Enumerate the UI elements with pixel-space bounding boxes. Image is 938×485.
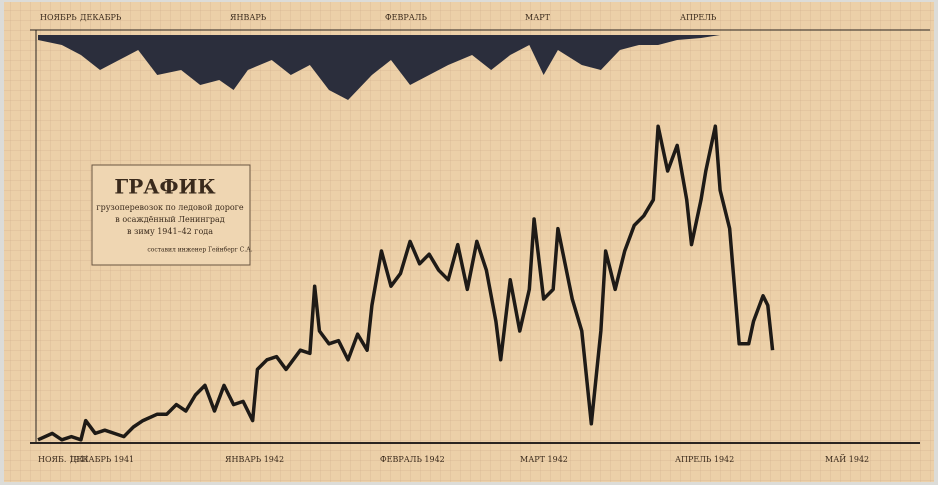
month-label: НОЯБ. 1941 — [38, 455, 89, 464]
month-label: ЯНВАРЬ 1942 — [225, 455, 284, 464]
title: ГРАФИК — [114, 175, 215, 199]
cargo-line — [37, 124, 775, 442]
title-box — [91, 164, 251, 266]
month-label: МАРТ — [525, 13, 551, 22]
month-label: ДЕКАБРЬ — [80, 13, 122, 22]
month-label: ФЕВРАЛЬ 1942 — [380, 455, 445, 464]
subtitle: в осаждённый Ленинград — [115, 215, 225, 224]
month-label: ЯНВАРЬ — [230, 13, 267, 22]
month-label: ДЕКАБРЬ 1941 — [70, 455, 134, 464]
subtitle: в зиму 1941–42 года — [127, 227, 213, 236]
author: составил инженер Гейнберг С.А. — [147, 247, 252, 254]
month-label: НОЯБРЬ — [40, 13, 77, 22]
month-label: АПРЕЛЬ 1942 — [675, 455, 734, 464]
month-label: ФЕВРАЛЬ — [385, 13, 427, 22]
month-label: МАЙ 1942 — [825, 455, 869, 464]
month-label: АПРЕЛЬ — [680, 13, 717, 22]
month-label: МАРТ 1942 — [520, 455, 568, 464]
subtitle: грузоперевозок по ледовой дороге — [96, 203, 243, 212]
temperature-area — [38, 35, 773, 100]
